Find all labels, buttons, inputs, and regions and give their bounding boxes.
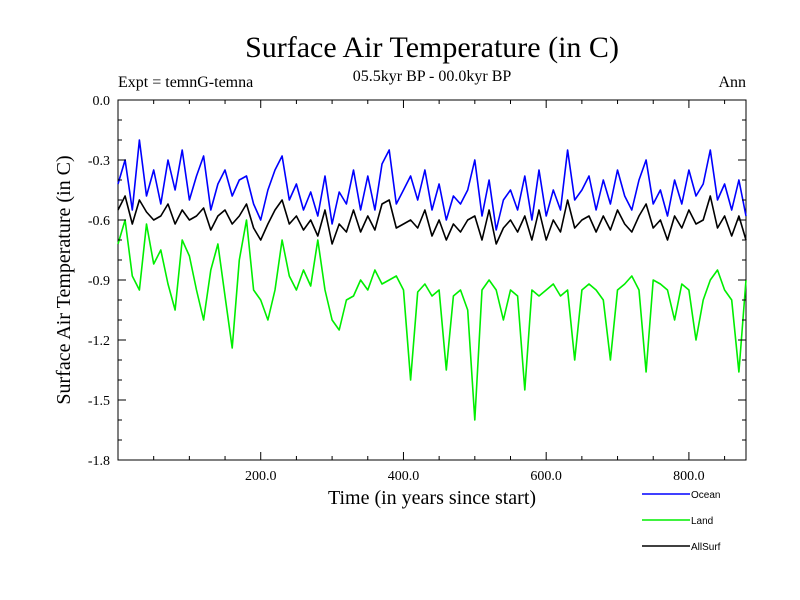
legend: Ocean Land AllSurf — [642, 490, 721, 553]
x-tick-label: 800.0 — [673, 469, 705, 484]
x-tick-label: 200.0 — [245, 469, 277, 484]
experiment-label: Expt = temnG-temna — [118, 74, 253, 91]
chart-title: Surface Air Temperature (in C) — [245, 31, 619, 64]
y-tick-label: -0.9 — [88, 274, 110, 289]
legend-label-land: Land — [691, 516, 713, 527]
chart-subtitle: 05.5kyr BP - 00.0kyr BP — [353, 68, 512, 85]
x-tick-label: 400.0 — [388, 469, 420, 484]
season-label: Ann — [718, 74, 746, 91]
plot-area — [117, 99, 747, 461]
y-tick-label: 0.0 — [93, 94, 111, 109]
series-ocean — [117, 139, 747, 231]
y-tick-label: -1.8 — [88, 454, 110, 469]
legend-label-ocean: Ocean — [691, 490, 720, 501]
legend-label-allsurf: AllSurf — [691, 542, 721, 553]
x-tick-label: 600.0 — [530, 469, 562, 484]
series-allsurf — [117, 195, 747, 245]
series-land — [117, 219, 747, 421]
tick-layer: 200.0 400.0 600.0 800.0 0.0 -0.3 -0.6 -0.9 -1.2 -… — [88, 94, 746, 484]
y-axis-label: Surface Air Temperature (in C) — [53, 155, 75, 404]
y-tick-label: -1.5 — [88, 394, 110, 409]
y-tick-label: -0.3 — [88, 154, 110, 169]
x-axis-label: Time (in years since start) — [328, 487, 536, 509]
y-tick-label: -1.2 — [88, 334, 110, 349]
y-tick-label: -0.6 — [88, 214, 110, 229]
series-layer — [117, 139, 747, 421]
